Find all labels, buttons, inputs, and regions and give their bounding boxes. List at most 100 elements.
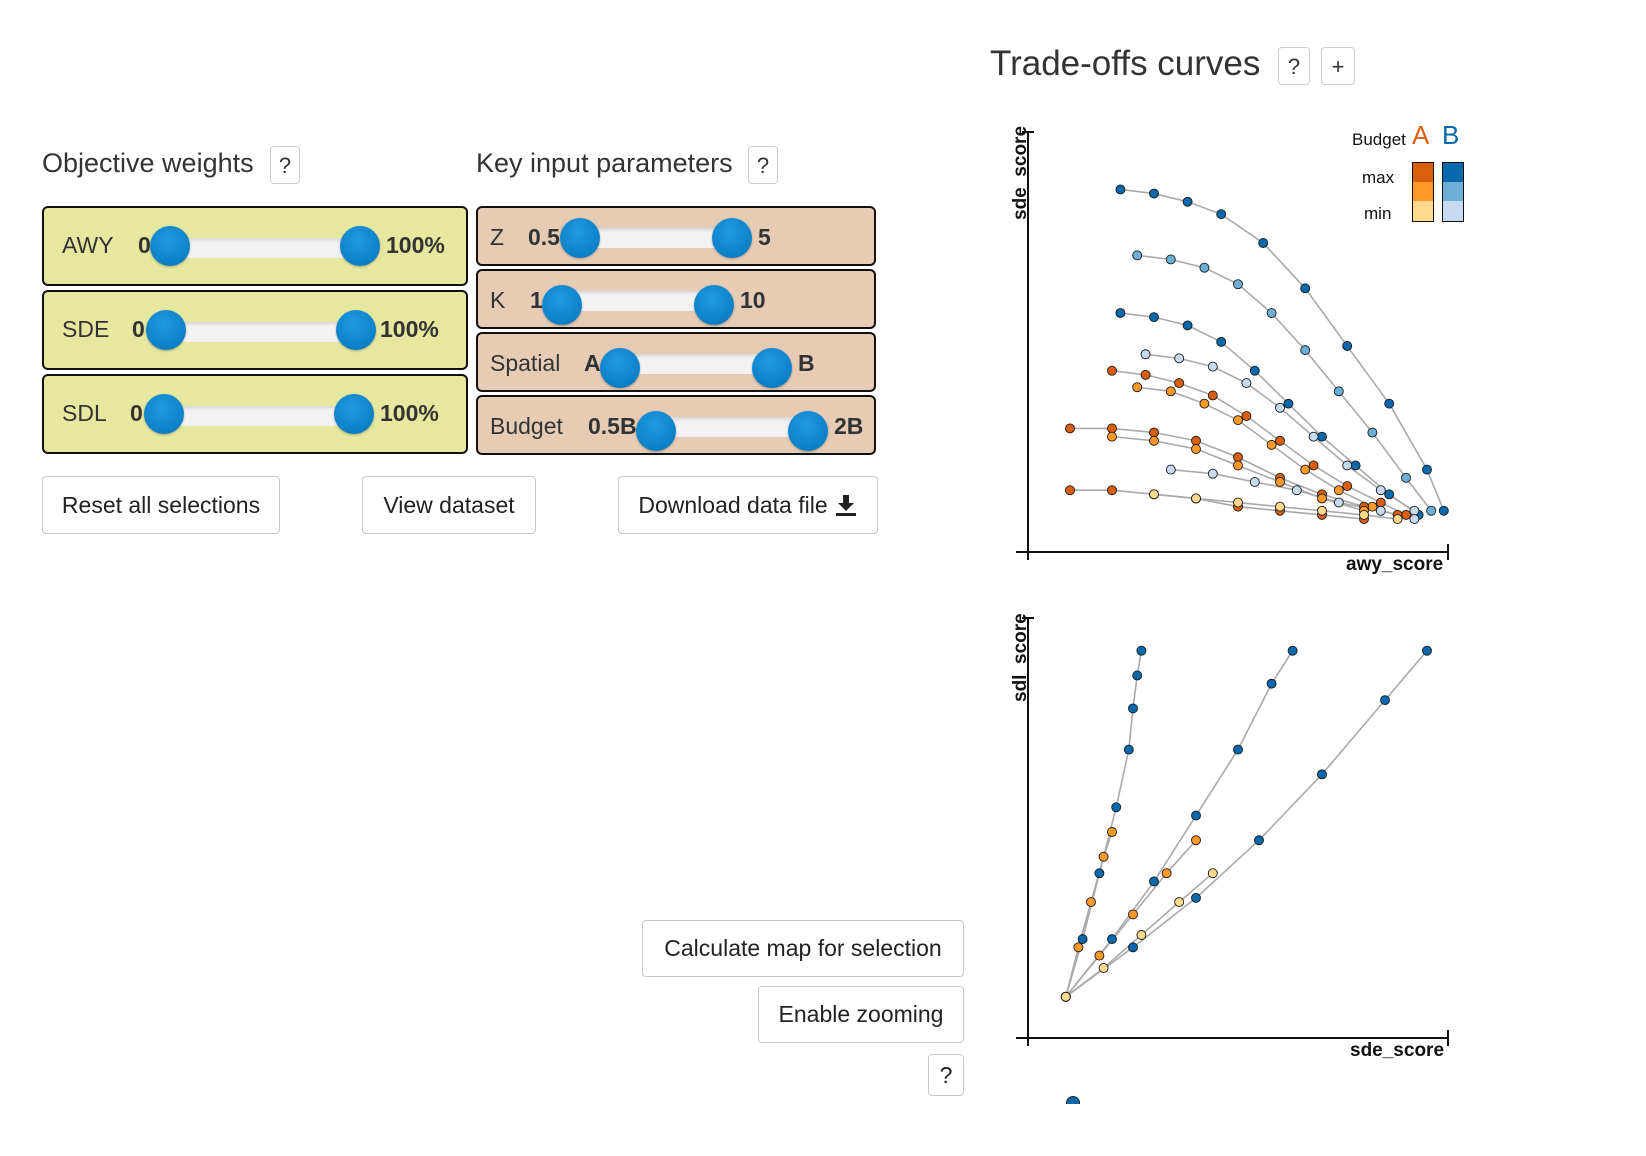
slider-label: SDL — [62, 400, 107, 426]
enable-zooming-button[interactable]: Enable zooming — [758, 986, 964, 1043]
download-data-button[interactable]: Download data file — [618, 476, 878, 534]
data-point — [1342, 481, 1353, 492]
slider-min-value: 0 — [130, 400, 143, 426]
data-point — [1384, 489, 1395, 500]
data-point — [1065, 485, 1075, 496]
slider-min-handle[interactable] — [144, 394, 184, 434]
slider-max-value: 10 — [740, 287, 766, 313]
bottom-help-button[interactable]: ? — [928, 1054, 964, 1096]
calculate-map-button[interactable]: Calculate map for selection — [642, 920, 964, 977]
data-point — [1216, 209, 1227, 220]
trade-off-curve-0 — [1120, 188, 1445, 512]
data-point — [1359, 509, 1369, 520]
slider-track[interactable] — [162, 238, 362, 258]
slider-track[interactable] — [158, 322, 358, 342]
slider-track[interactable] — [558, 291, 718, 311]
slider-max-handle[interactable] — [752, 348, 792, 388]
legend-b-max-color — [1443, 163, 1463, 182]
data-point — [1367, 501, 1378, 512]
data-point — [1149, 876, 1159, 887]
data-point — [1136, 930, 1147, 940]
data-point — [1149, 312, 1159, 323]
param-slider-budget: Budget 0.5B 2B — [476, 395, 876, 455]
chart-sde-sdl-svg[interactable] — [1000, 606, 1480, 1066]
data-point — [1207, 361, 1218, 372]
data-point — [1249, 477, 1260, 487]
legend-a-label: A — [1412, 120, 1430, 150]
chart-awy-sde-svg[interactable] — [1000, 120, 1480, 580]
chart-sde-sdl: sdl_score sde_score — [1000, 606, 1480, 1066]
tradeoffs-help-button[interactable]: ? — [1278, 47, 1310, 85]
data-point — [1317, 431, 1327, 442]
key-inputs-help-button[interactable]: ? — [748, 146, 778, 184]
reset-selections-label: Reset all selections — [61, 491, 261, 518]
data-point — [1409, 514, 1420, 524]
data-point — [1401, 472, 1411, 483]
legend-a-mid-color — [1413, 182, 1433, 201]
slider-track[interactable] — [618, 354, 778, 374]
data-point — [1128, 703, 1138, 714]
slider-max-handle[interactable] — [788, 411, 828, 451]
trade-off-curve-2 — [1065, 650, 1294, 998]
slider-track[interactable] — [654, 417, 814, 437]
view-dataset-button[interactable]: View dataset — [362, 476, 536, 534]
slider-min-handle[interactable] — [560, 218, 600, 258]
slider-label: SDE — [62, 316, 110, 342]
data-point — [1140, 369, 1151, 380]
slider-min-handle[interactable] — [636, 411, 676, 451]
data-point — [1182, 320, 1193, 331]
data-point — [1241, 411, 1252, 421]
slider-min-handle[interactable] — [150, 226, 190, 266]
data-point — [1350, 460, 1361, 471]
data-point — [1258, 238, 1269, 248]
data-point — [1165, 386, 1176, 397]
slider-max-handle[interactable] — [340, 226, 380, 266]
legend-budget-label: Budget — [1352, 130, 1406, 149]
data-point — [1182, 196, 1193, 207]
weight-slider-awy: AWY 0 100% — [42, 206, 468, 286]
data-point — [1149, 435, 1159, 446]
slider-max-handle[interactable] — [334, 394, 374, 434]
tradeoffs-expand-button[interactable]: + — [1321, 47, 1355, 85]
slider-min-handle[interactable] — [600, 348, 640, 388]
data-point — [1300, 464, 1311, 475]
chart1-xlabel: awy_score — [1346, 554, 1444, 575]
view-dataset-label: View dataset — [383, 491, 515, 518]
data-point — [1308, 460, 1319, 471]
data-point — [1191, 835, 1201, 846]
slider-min-handle[interactable] — [146, 310, 186, 350]
slider-label: Budget — [490, 413, 563, 439]
key-inputs-title: Key input parameters — [476, 148, 733, 178]
slider-max-handle[interactable] — [712, 218, 752, 258]
data-point — [1065, 423, 1075, 434]
objective-weights-help-button[interactable]: ? — [270, 146, 300, 184]
cropped-heading-fragment — [528, 0, 564, 6]
trade-off-curve-1 — [1137, 254, 1432, 512]
legend-b-mid-color — [1443, 182, 1463, 201]
calculate-map-label: Calculate map for selection — [664, 935, 942, 961]
slider-label: Spatial — [490, 350, 561, 376]
slider-max-handle[interactable] — [336, 310, 376, 350]
data-point — [1317, 505, 1327, 516]
data-point — [1107, 365, 1117, 376]
data-point — [1300, 283, 1311, 294]
data-point — [1077, 934, 1088, 945]
data-point — [1132, 382, 1143, 393]
chart2-ylabel: sdl_score — [1010, 613, 1031, 702]
data-point — [1128, 909, 1138, 920]
tradeoffs-title: Trade-offs curves — [990, 44, 1261, 83]
slider-min-handle[interactable] — [542, 285, 582, 325]
data-point — [1384, 398, 1395, 409]
chart-3-cropped-marker — [1066, 1096, 1080, 1104]
data-point — [1094, 868, 1105, 879]
data-point — [1073, 942, 1084, 953]
slider-max-handle[interactable] — [694, 285, 734, 325]
reset-selections-button[interactable]: Reset all selections — [42, 476, 280, 534]
data-point — [1333, 386, 1344, 397]
data-point — [1132, 250, 1143, 261]
data-point — [1275, 402, 1285, 413]
slider-track[interactable] — [156, 406, 356, 426]
data-point — [1375, 497, 1386, 508]
slider-track[interactable] — [578, 228, 738, 248]
data-point — [1086, 897, 1096, 907]
